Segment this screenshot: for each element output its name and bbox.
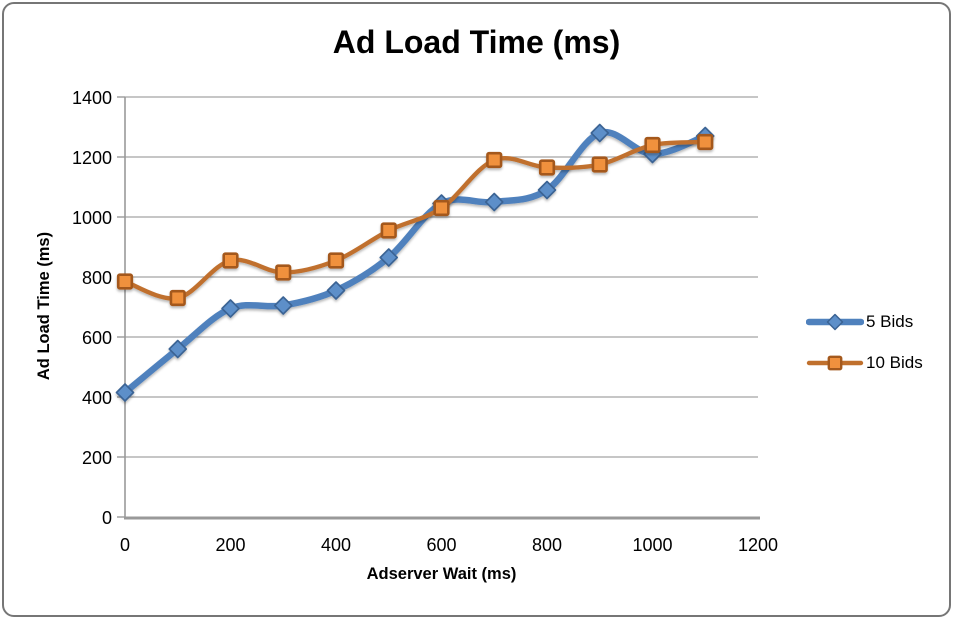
x-tick-label-800: 800 <box>532 535 562 555</box>
data-point-10-bids-x1000 <box>644 136 661 154</box>
x-tick-label-400: 400 <box>321 535 351 555</box>
data-point-5-bids-x0 <box>115 383 135 402</box>
y-tick-label-1200: 1200 <box>72 148 112 168</box>
data-point-10-bids-x100 <box>169 289 186 307</box>
x-tick-label-0: 0 <box>120 535 130 555</box>
legend-item-5-bids: 5 Bids <box>806 309 923 335</box>
legend-marker-10-bids <box>806 355 864 371</box>
series-5-bids <box>115 123 715 402</box>
series-line-10-bids <box>122 139 708 301</box>
data-point-5-bids-x400 <box>326 281 346 300</box>
legend-label-5-bids: 5 Bids <box>866 312 914 331</box>
x-axis-title: Adserver Wait (ms) <box>366 565 517 583</box>
legend-marker-glyph <box>826 313 844 331</box>
data-point-5-bids-x200 <box>221 299 240 318</box>
data-point-10-bids-x600 <box>433 199 450 217</box>
legend: 5 Bids 10 Bids <box>806 309 923 376</box>
data-point-10-bids-x400 <box>327 252 345 269</box>
data-point-10-bids-x300 <box>275 264 292 281</box>
data-point-10-bids-x200 <box>222 252 239 269</box>
legend-label-10-bids: 10 Bids <box>866 353 923 372</box>
y-axis-title: Ad Load Time (ms) <box>35 231 53 381</box>
legend-marker-5-bids <box>806 313 864 331</box>
data-point-5-bids-x800 <box>537 180 557 200</box>
data-point-5-bids-x700 <box>484 192 504 212</box>
y-tick-label-600: 600 <box>82 328 112 348</box>
data-point-5-bids-x300 <box>273 296 293 315</box>
y-tick-label-800: 800 <box>82 268 112 288</box>
series-line-5-bids <box>121 128 709 396</box>
data-point-10-bids-x900 <box>591 156 608 173</box>
series-10-bids <box>116 133 714 307</box>
data-point-5-bids-x100 <box>168 339 188 359</box>
data-point-10-bids-x700 <box>486 151 503 169</box>
y-tick-label-0: 0 <box>102 508 112 528</box>
data-point-10-bids-x0 <box>116 273 134 290</box>
x-tick-label-1200: 1200 <box>738 535 778 555</box>
data-point-10-bids-x800 <box>538 159 556 176</box>
x-tick-label-200: 200 <box>215 535 245 555</box>
legend-item-10-bids: 10 Bids <box>806 350 923 376</box>
data-point-5-bids-x500 <box>379 248 399 267</box>
y-tick-label-1400: 1400 <box>72 88 112 108</box>
data-point-10-bids-x500 <box>380 222 397 239</box>
data-point-10-bids-x1100 <box>697 133 714 151</box>
y-tick-label-200: 200 <box>82 448 112 468</box>
y-tick-label-400: 400 <box>82 388 112 408</box>
x-tick-label-1000: 1000 <box>632 535 672 555</box>
chart-title: Ad Load Time (ms) <box>332 24 621 60</box>
legend-marker-glyph <box>827 355 843 371</box>
y-tick-label-1000: 1000 <box>72 208 112 228</box>
x-tick-label-600: 600 <box>426 535 456 555</box>
data-point-5-bids-x900 <box>590 123 610 143</box>
